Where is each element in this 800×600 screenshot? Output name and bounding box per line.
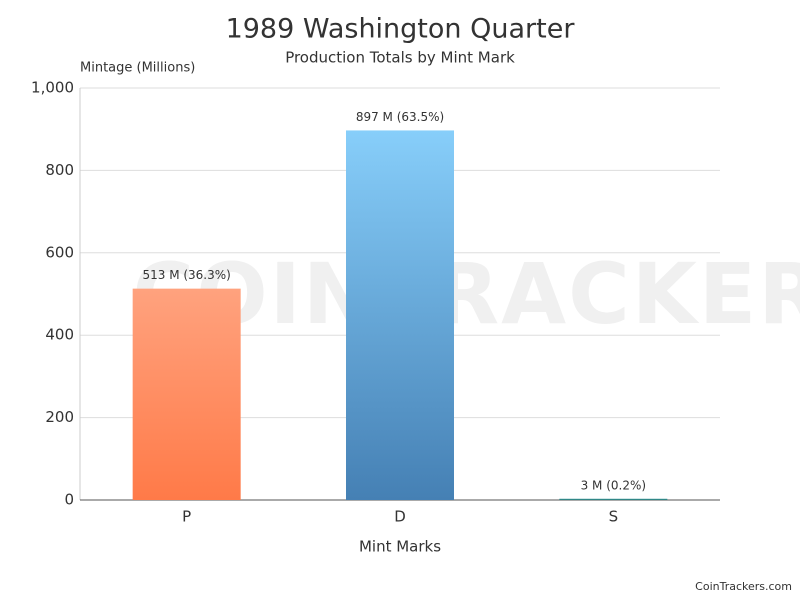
y-tick-label: 400 xyxy=(45,326,74,344)
y-tick-label: 200 xyxy=(45,408,74,426)
data-label: 897 M (63.5%) xyxy=(356,110,444,124)
x-tick-label: S xyxy=(609,508,619,526)
chart-title: 1989 Washington Quarter xyxy=(226,14,576,45)
bar xyxy=(346,130,454,500)
data-label: 3 M (0.2%) xyxy=(581,478,646,492)
data-label: 513 M (36.3%) xyxy=(142,268,230,282)
credit: CoinTrackers.com xyxy=(695,580,792,593)
x-axis-label: Mint Marks xyxy=(359,538,441,556)
x-tick-label: D xyxy=(394,508,406,526)
x-tick-label: P xyxy=(182,508,191,526)
y-tick-label: 800 xyxy=(45,161,74,179)
y-tick-label: 1,000 xyxy=(31,79,74,97)
bar xyxy=(559,498,668,500)
y-axis-label: Mintage (Millions) xyxy=(80,61,195,76)
y-tick-label: 0 xyxy=(64,491,74,509)
watermark: COINTRACKERS xyxy=(133,245,800,343)
y-tick-label: 600 xyxy=(45,243,74,261)
chart-subtitle: Production Totals by Mint Mark xyxy=(285,49,515,67)
bar xyxy=(132,288,241,500)
